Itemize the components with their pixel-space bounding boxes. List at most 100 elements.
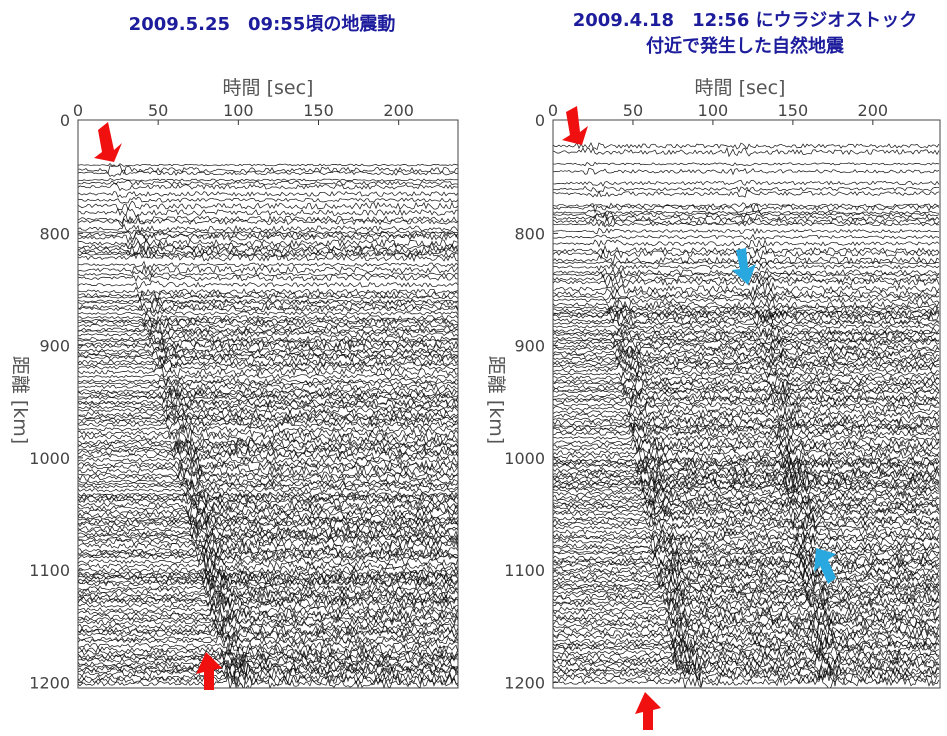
trace xyxy=(78,518,458,530)
trace xyxy=(553,303,940,311)
trace xyxy=(78,618,458,632)
trace xyxy=(553,628,940,644)
trace xyxy=(78,675,458,688)
trace xyxy=(553,427,940,440)
trace xyxy=(553,552,940,569)
trace xyxy=(78,625,458,640)
trace xyxy=(78,366,458,378)
trace xyxy=(553,412,940,428)
y-tick-label: 800 xyxy=(514,224,545,243)
panel-title: 付近で発生した自然地震 xyxy=(646,35,845,57)
trace xyxy=(553,512,940,524)
trace xyxy=(553,392,940,404)
blue-arrow xyxy=(814,548,836,584)
traces xyxy=(553,142,940,688)
trace xyxy=(553,454,940,470)
trace xyxy=(78,315,458,328)
trace xyxy=(78,551,458,564)
trace xyxy=(553,482,940,494)
y-axis-label: 距離 [km] xyxy=(485,356,507,444)
trace xyxy=(78,346,458,358)
trace xyxy=(553,328,940,341)
x-tick-label: 150 xyxy=(778,101,809,120)
trace xyxy=(553,457,940,472)
trace xyxy=(78,533,458,546)
x-tick-label: 100 xyxy=(698,101,729,120)
trace xyxy=(78,310,458,318)
trace xyxy=(78,641,458,659)
y-tick-label: 1000 xyxy=(29,449,70,468)
trace xyxy=(553,363,940,378)
trace xyxy=(553,378,940,389)
trace xyxy=(78,477,458,488)
trace xyxy=(78,391,458,405)
trace xyxy=(78,315,458,326)
trace xyxy=(78,244,458,256)
trace xyxy=(78,353,458,365)
trace xyxy=(78,419,458,430)
x-tick-label: 200 xyxy=(383,101,414,120)
trace xyxy=(553,499,940,513)
trace xyxy=(553,537,940,554)
trace xyxy=(553,476,940,491)
trace xyxy=(553,434,940,450)
blue-arrow xyxy=(732,248,756,285)
trace xyxy=(78,514,458,530)
trace xyxy=(553,355,940,369)
trace xyxy=(553,369,940,379)
trace xyxy=(553,308,940,318)
trace xyxy=(78,425,458,440)
trace xyxy=(553,652,940,667)
trace xyxy=(78,296,458,309)
trace xyxy=(78,341,458,353)
trace xyxy=(553,179,940,187)
trace xyxy=(78,304,458,315)
trace xyxy=(553,507,940,521)
trace xyxy=(78,169,458,177)
trace xyxy=(78,657,458,671)
y-top-label: 0 xyxy=(535,111,545,130)
trace xyxy=(78,328,458,336)
trace xyxy=(78,546,458,562)
trace xyxy=(553,521,940,534)
trace xyxy=(78,500,458,517)
trace xyxy=(553,652,940,671)
trace xyxy=(553,489,940,505)
trace xyxy=(553,631,940,649)
trace xyxy=(553,221,940,228)
trace xyxy=(78,627,458,642)
trace xyxy=(78,471,458,487)
trace xyxy=(553,442,940,456)
trace xyxy=(553,328,940,338)
trace xyxy=(553,622,940,640)
trace xyxy=(553,532,940,545)
trace xyxy=(553,578,940,591)
trace xyxy=(553,374,939,386)
trace xyxy=(553,400,940,411)
trace xyxy=(78,213,458,225)
y-tick-label: 900 xyxy=(39,337,70,356)
trace xyxy=(553,421,940,434)
trace xyxy=(78,615,458,629)
trace xyxy=(553,662,940,677)
trace xyxy=(553,448,940,465)
trace xyxy=(553,505,940,518)
trace xyxy=(553,558,940,574)
trace xyxy=(553,215,940,227)
trace xyxy=(553,610,940,628)
x-tick-label: 50 xyxy=(148,101,168,120)
trace xyxy=(553,595,940,609)
trace xyxy=(553,474,940,488)
trace xyxy=(553,608,940,627)
trace xyxy=(553,314,940,327)
arrows xyxy=(94,106,836,730)
trace xyxy=(553,233,940,241)
trace xyxy=(78,179,458,186)
plot-frame xyxy=(552,119,941,689)
trace xyxy=(553,409,940,422)
panel-title: 2009.4.18 12:56 にウラジオストック xyxy=(573,10,918,31)
trace xyxy=(553,433,940,444)
trace xyxy=(553,614,940,631)
trace xyxy=(553,626,940,643)
plot-frame xyxy=(77,119,459,689)
